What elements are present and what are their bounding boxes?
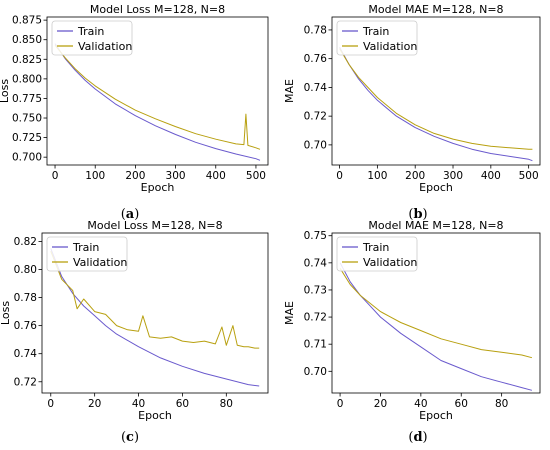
- series-line-validation: [339, 48, 533, 150]
- x-tick-label: 80: [220, 398, 233, 410]
- plot-frame: [46, 16, 269, 166]
- legend-label: Train: [362, 241, 389, 254]
- legend-label: Validation: [363, 40, 417, 53]
- plot-frame: [41, 232, 269, 394]
- x-tick-label: 20: [88, 398, 101, 410]
- x-tick-label: 0: [47, 398, 54, 410]
- y-tick-label: 0.850: [12, 34, 42, 46]
- y-tick-label: 0.78: [304, 24, 327, 36]
- series-line-validation: [54, 44, 261, 150]
- y-tick-label: 0.82: [14, 236, 37, 248]
- x-axis-label: Epoch: [138, 409, 172, 422]
- chart-panel-3: Model MAE M=128, N=8 0 20 40 60 80 0.70 0.71 0.7…: [283, 219, 541, 445]
- y-axis-label: MAE: [283, 79, 296, 103]
- series-line-validation: [50, 251, 260, 349]
- series-line-train: [339, 46, 533, 162]
- x-tick-label: 300: [166, 170, 186, 182]
- series-line-train: [50, 248, 260, 387]
- x-tick-label: 400: [481, 170, 501, 182]
- y-axis-label: MAE: [283, 301, 296, 325]
- x-axis-label: Epoch: [141, 181, 175, 194]
- panel-caption: (b): [408, 207, 427, 222]
- panel-caption: (d): [408, 430, 427, 445]
- legend-label: Validation: [78, 40, 132, 53]
- y-tick-label: 0.775: [12, 93, 42, 105]
- chart-title: Model Loss M=128, N=8: [90, 3, 225, 16]
- legend-label: Train: [72, 241, 99, 254]
- y-tick-label: 0.72: [304, 111, 327, 123]
- chart-panel-2: Model Loss M=128, N=8 0 20 40 60 80 0.72 0.74 0.…: [0, 219, 269, 445]
- legend-label: Train: [362, 25, 389, 38]
- y-tick-label: 0.72: [14, 376, 37, 388]
- x-tick-label: 60: [176, 398, 189, 410]
- plot-frame: [331, 16, 541, 166]
- legend-label: Validation: [363, 256, 417, 269]
- y-tick-label: 0.700: [12, 152, 42, 164]
- x-tick-label: 200: [405, 170, 425, 182]
- y-tick-label: 0.70: [304, 366, 327, 378]
- series-line-train: [54, 43, 261, 161]
- x-tick-label: 400: [206, 170, 226, 182]
- y-tick-label: 0.74: [304, 257, 328, 269]
- x-tick-label: 500: [519, 170, 539, 182]
- y-tick-label: 0.875: [12, 15, 42, 27]
- legend-label: Validation: [73, 256, 127, 269]
- chart-title: Model MAE M=128, N=8: [368, 219, 503, 232]
- x-axis-label: Epoch: [419, 409, 453, 422]
- x-tick-label: 20: [374, 398, 387, 410]
- y-tick-label: 0.71: [304, 339, 327, 351]
- x-tick-label: 40: [132, 398, 145, 410]
- x-tick-label: 100: [85, 170, 105, 182]
- chart-panel-0: Model Loss M=128, N=8 0 100 200 300 400 500 0.7…: [0, 3, 269, 222]
- chart-title: Model MAE M=128, N=8: [368, 3, 503, 16]
- y-tick-label: 0.80: [14, 264, 37, 276]
- x-tick-label: 500: [246, 170, 266, 182]
- y-tick-label: 0.825: [12, 54, 42, 66]
- y-tick-label: 0.73: [304, 284, 327, 296]
- y-tick-label: 0.800: [12, 73, 42, 85]
- y-tick-label: 0.74: [14, 348, 38, 360]
- x-tick-label: 40: [414, 398, 427, 410]
- y-tick-label: 0.76: [304, 53, 328, 65]
- y-tick-label: 0.78: [14, 292, 37, 304]
- y-axis-label: Loss: [0, 79, 11, 103]
- x-tick-label: 300: [443, 170, 463, 182]
- x-tick-label: 0: [336, 170, 343, 182]
- chart-panel-1: Model MAE M=128, N=8 0 100 200 300 400 500 0.70…: [283, 3, 541, 222]
- panel-caption: (c): [121, 430, 139, 445]
- y-tick-label: 0.70: [304, 139, 327, 151]
- y-tick-label: 0.74: [304, 82, 328, 94]
- y-tick-label: 0.725: [12, 132, 42, 144]
- y-tick-label: 0.750: [12, 113, 42, 125]
- y-tick-label: 0.72: [304, 312, 327, 324]
- x-tick-label: 80: [495, 398, 508, 410]
- legend-label: Train: [77, 25, 104, 38]
- x-axis-label: Epoch: [419, 181, 453, 194]
- x-tick-label: 100: [367, 170, 387, 182]
- series-line-train: [339, 262, 533, 391]
- y-axis-label: Loss: [0, 301, 12, 325]
- series-line-validation: [339, 268, 533, 359]
- plot-frame: [331, 232, 541, 394]
- y-tick-label: 0.75: [304, 230, 327, 242]
- x-tick-label: 60: [455, 398, 468, 410]
- y-tick-label: 0.76: [14, 320, 38, 332]
- chart-title: Model Loss M=128, N=8: [87, 219, 222, 232]
- x-tick-label: 0: [337, 398, 344, 410]
- panel-caption: (a): [121, 207, 140, 222]
- x-tick-label: 200: [125, 170, 145, 182]
- x-tick-label: 0: [52, 170, 59, 182]
